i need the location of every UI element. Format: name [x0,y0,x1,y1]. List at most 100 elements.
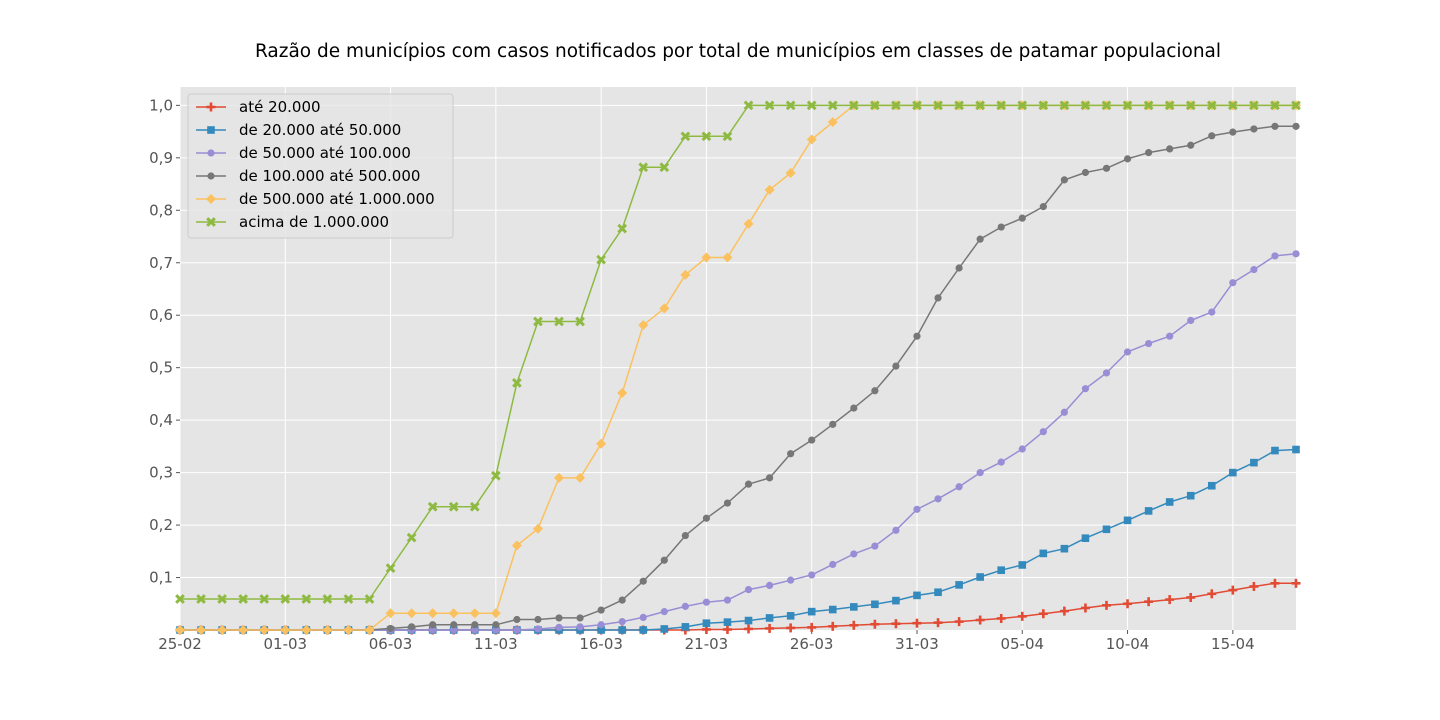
data-point [744,480,753,488]
data-point [1249,581,1259,591]
data-point [765,614,774,622]
marker-stroke [722,131,733,142]
marker-stroke [764,100,775,111]
data-point [955,483,963,491]
legend-item: até 20.000 [196,98,321,116]
data-point [1143,100,1154,111]
marker-stroke [1249,100,1259,111]
y-axis: 0,1 0,2 0,3 0,4 0,5 0,6 0,7 0,8 0,9 1,0 [149,96,180,587]
data-point [723,618,732,626]
marker-stroke [406,532,417,543]
data-point [597,621,605,629]
series-layer [175,100,1301,635]
data-point [1081,385,1090,393]
data-point [933,100,943,111]
data-point [722,131,733,142]
data-point [786,623,796,633]
data-point [1102,164,1111,172]
data-point [448,501,459,512]
data-point [996,100,1007,111]
data-point [681,531,689,540]
data-point [1059,100,1070,111]
data-point [638,320,649,331]
y-tick-label: 0,3 [149,464,173,482]
data-point [954,100,964,111]
data-point [806,134,817,145]
y-tick-label: 0,5 [149,359,173,377]
data-point [807,607,816,616]
data-point [702,514,711,522]
data-point [343,594,354,604]
data-point [469,608,480,619]
marker-stroke [596,254,606,265]
marker-stroke [238,594,249,604]
data-point [532,523,543,534]
data-point [1123,516,1132,525]
data-point [975,615,985,625]
data-point [1185,100,1196,111]
data-point [469,501,480,512]
data-point [659,162,670,173]
data-point [912,100,922,111]
data-point [997,566,1006,574]
marker-stroke [1101,100,1112,111]
data-point [1122,100,1133,111]
legend-marker [207,149,215,157]
marker-stroke [785,100,796,111]
data-point [1081,534,1090,542]
data-point [806,100,817,111]
data-point [681,623,690,631]
data-point [554,472,565,483]
marker-stroke [575,316,585,327]
marker-stroke [512,378,522,388]
data-point [1144,597,1154,607]
data-point [196,594,206,604]
data-point [554,316,564,327]
y-tick-label: 0,2 [149,516,173,534]
data-point [575,316,585,327]
data-point [913,505,921,513]
legend-box [187,93,454,239]
data-point [175,625,185,635]
data-point [1165,595,1175,605]
x-tick-label: 10-04 [1106,635,1150,653]
data-point [1186,592,1196,602]
data-point [743,100,754,111]
data-point [1208,132,1216,140]
data-point [638,162,649,173]
data-point [1271,252,1279,260]
data-point [785,100,796,111]
data-point [575,472,586,483]
data-point [765,623,775,633]
data-point [701,252,712,263]
marker-stroke [385,563,396,573]
marker-stroke [954,100,964,111]
data-point [1250,125,1258,133]
data-point [511,540,522,551]
data-point [955,581,963,589]
data-point [744,624,754,634]
marker-stroke [206,217,216,227]
marker-stroke [680,131,691,142]
marker-stroke [259,594,270,604]
data-point [1038,609,1048,619]
data-point [386,624,395,633]
data-point [259,625,270,635]
y-tick-label: 0,7 [149,254,173,272]
data-point [534,615,542,624]
y-tick-label: 0,1 [149,569,173,587]
data-point [1271,122,1279,130]
data-point [322,594,333,604]
marker-stroke [638,162,649,173]
data-point [1101,600,1111,610]
data-point [785,168,796,179]
data-point [722,252,733,263]
data-point [259,594,270,604]
data-point [617,387,628,398]
data-point [1017,611,1027,621]
marker-stroke [870,100,880,111]
x-axis: 25-02 01-03 06-03 11-03 16-03 21-03 26-03 31-03… [158,630,1255,653]
data-point [955,264,963,272]
data-point [723,499,732,507]
